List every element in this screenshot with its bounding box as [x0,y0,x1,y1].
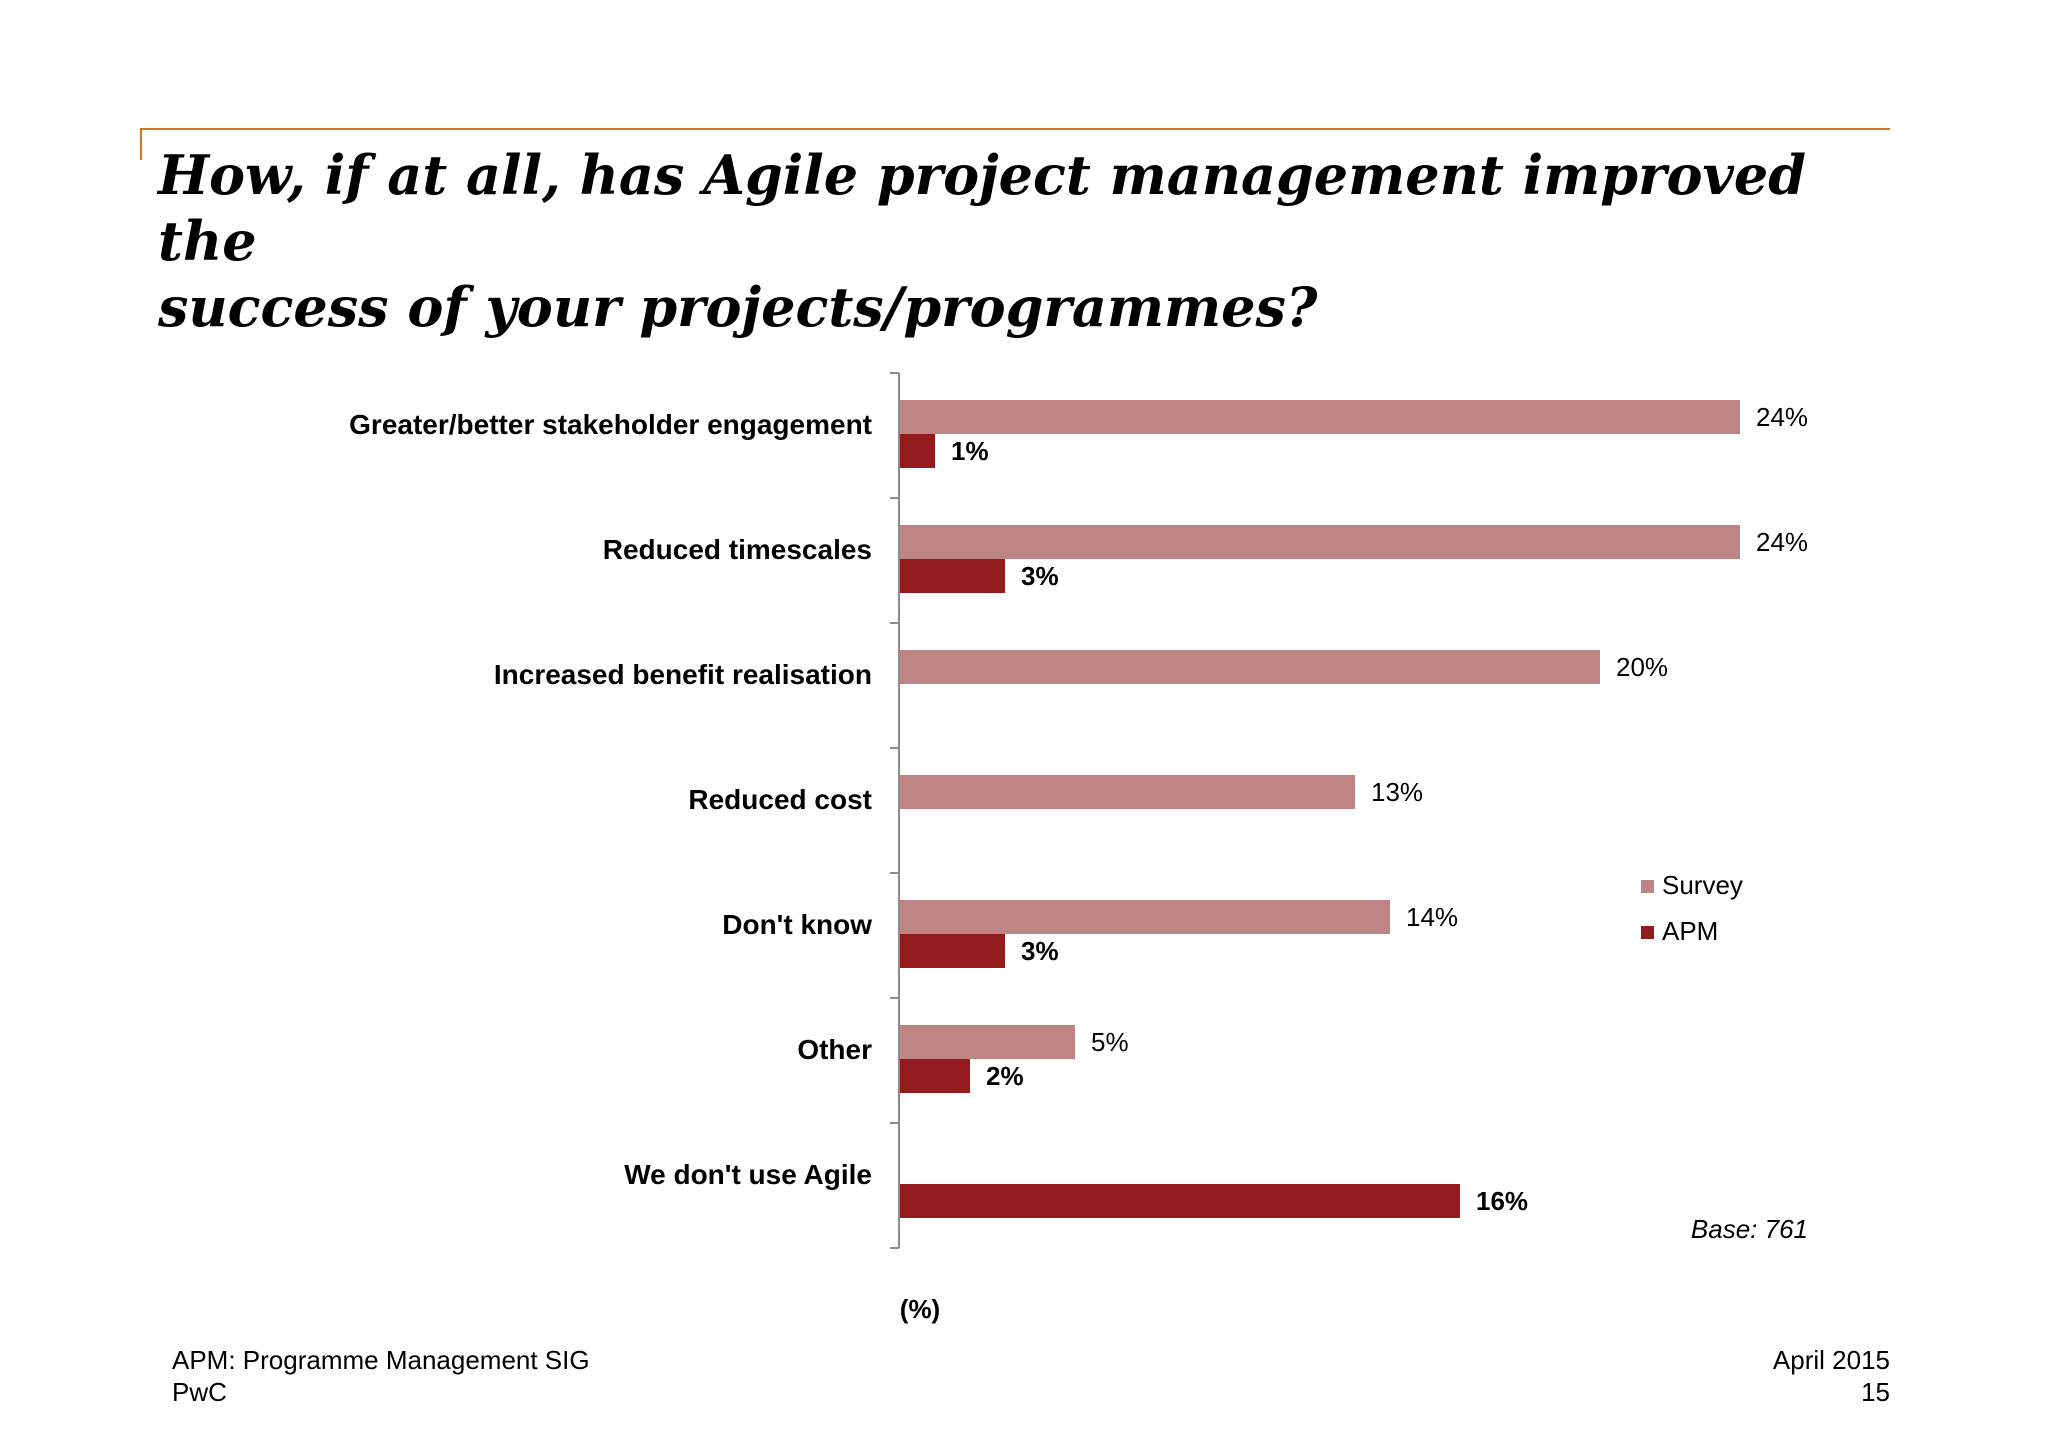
data-label-survey: 24% [1756,527,1808,557]
category-label: Greater/better stakeholder engagement [349,409,872,440]
slide-title-line-2: success of your projects/programmes? [158,275,1318,339]
data-label-apm: 2% [986,1061,1024,1091]
title-rule [140,128,1890,130]
category-label: Reduced timescales [603,534,872,565]
bar-apm [900,559,1005,593]
x-axis-label: (%) [900,1294,940,1324]
base-note: Base: 761 [1691,1214,1808,1244]
legend-label-survey: Survey [1662,870,1743,900]
slide-title: How, if at all, has Agile project manage… [158,142,1918,340]
data-label-survey: 14% [1406,902,1458,932]
data-label-apm: 3% [1021,561,1059,591]
category-label: Don't know [722,909,872,940]
slide-title-line-1: How, if at all, has Agile project manage… [158,143,1807,273]
footer-date: April 2015 [1772,1345,1890,1375]
data-label-survey: 5% [1091,1027,1129,1057]
page-number: 15 [1861,1377,1890,1407]
data-label-apm: 3% [1021,936,1059,966]
data-label-apm: 1% [951,436,989,466]
legend-swatch-survey [1641,880,1654,893]
category-label: Increased benefit realisation [494,659,872,690]
data-label-survey: 24% [1756,402,1808,432]
footer-source-line-1: APM: Programme Management SIG [172,1345,590,1375]
bar-apm [900,1184,1460,1218]
bar-survey [900,650,1600,684]
legend: Survey APM [1641,870,1743,946]
bars [900,400,1740,1218]
bar-apm [900,934,1005,968]
footer-source: APM: Programme Management SIG PwC [172,1344,590,1408]
category-label: Reduced cost [688,784,872,815]
footer-date-page: April 2015 15 [1773,1344,1890,1408]
title-rule-tick [140,128,142,160]
bar-apm [900,1059,970,1093]
legend-swatch-apm [1641,926,1654,939]
bar-survey [900,1025,1075,1059]
category-labels: Greater/better stakeholder engagement Red… [349,409,872,1190]
y-axis-ticks [890,372,899,1249]
bar-survey [900,900,1390,934]
data-label-survey: 20% [1616,652,1668,682]
data-label-survey: 13% [1371,777,1423,807]
bar-survey [900,525,1740,559]
data-label-apm: 16% [1476,1186,1528,1216]
category-label: Other [797,1034,872,1065]
bar-survey [900,775,1355,809]
legend-label-apm: APM [1662,916,1718,946]
data-labels: 24% 1% 24% 3% 20% 13% 14% 3% 5% 2% 16% [951,402,1808,1216]
bar-survey [900,400,1740,434]
footer-source-line-2: PwC [172,1377,227,1407]
bar-apm [900,434,935,468]
category-label: We don't use Agile [624,1159,872,1190]
